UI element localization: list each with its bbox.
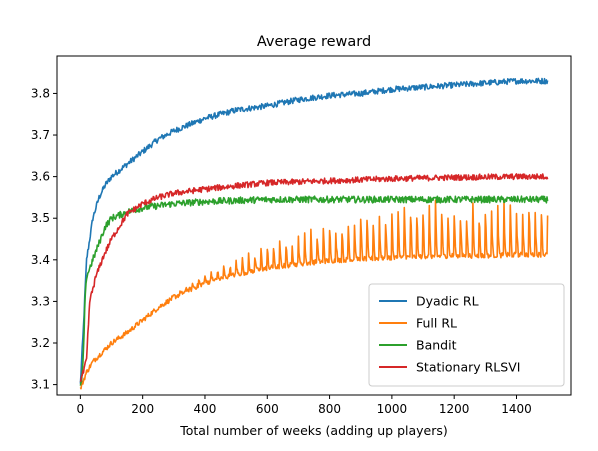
y-tick-label: 3.3 — [31, 294, 50, 308]
x-tick-label: 600 — [256, 402, 279, 416]
x-axis: 0 200 400 600 800 1000 1200 1400 — [77, 395, 532, 416]
y-tick-label: 3.8 — [31, 86, 50, 100]
x-axis-label: Total number of weeks (adding up players… — [179, 423, 448, 438]
series-line-full-rl — [79, 199, 549, 390]
x-tick-label: 200 — [131, 402, 154, 416]
series-layer — [79, 77, 549, 390]
legend-box — [368, 283, 565, 387]
x-tick-label: 1000 — [377, 402, 408, 416]
y-tick-label: 3.1 — [31, 378, 50, 392]
legend-entry-label: Full RL — [416, 316, 457, 331]
series-line-dyadic-rl — [79, 77, 549, 384]
legend-entry-label: Bandit — [416, 338, 457, 353]
legend-entry-label: Dyadic RL — [416, 294, 479, 309]
y-tick-label: 3.7 — [31, 128, 50, 142]
legend: Dyadic RL Full RL Bandit Stationary RLSVI — [368, 283, 565, 387]
series-line-bandit — [79, 195, 549, 386]
x-tick-label: 800 — [318, 402, 341, 416]
series-line-stationary-rlsvi — [79, 173, 549, 383]
legend-entry-label: Stationary RLSVI — [416, 360, 520, 375]
y-tick-label: 3.4 — [31, 253, 50, 267]
x-tick-label: 1400 — [501, 402, 532, 416]
y-tick-label: 3.6 — [31, 170, 50, 184]
y-axis: 3.1 3.2 3.3 3.4 3.5 3.6 3.7 3.8 — [31, 86, 57, 392]
x-tick-label: 0 — [77, 402, 85, 416]
x-tick-label: 400 — [194, 402, 217, 416]
chart-title: Average reward — [257, 34, 371, 50]
y-tick-label: 3.2 — [31, 336, 50, 350]
y-tick-label: 3.5 — [31, 211, 50, 225]
plot-frame — [56, 55, 572, 396]
x-tick-label: 1200 — [439, 402, 470, 416]
